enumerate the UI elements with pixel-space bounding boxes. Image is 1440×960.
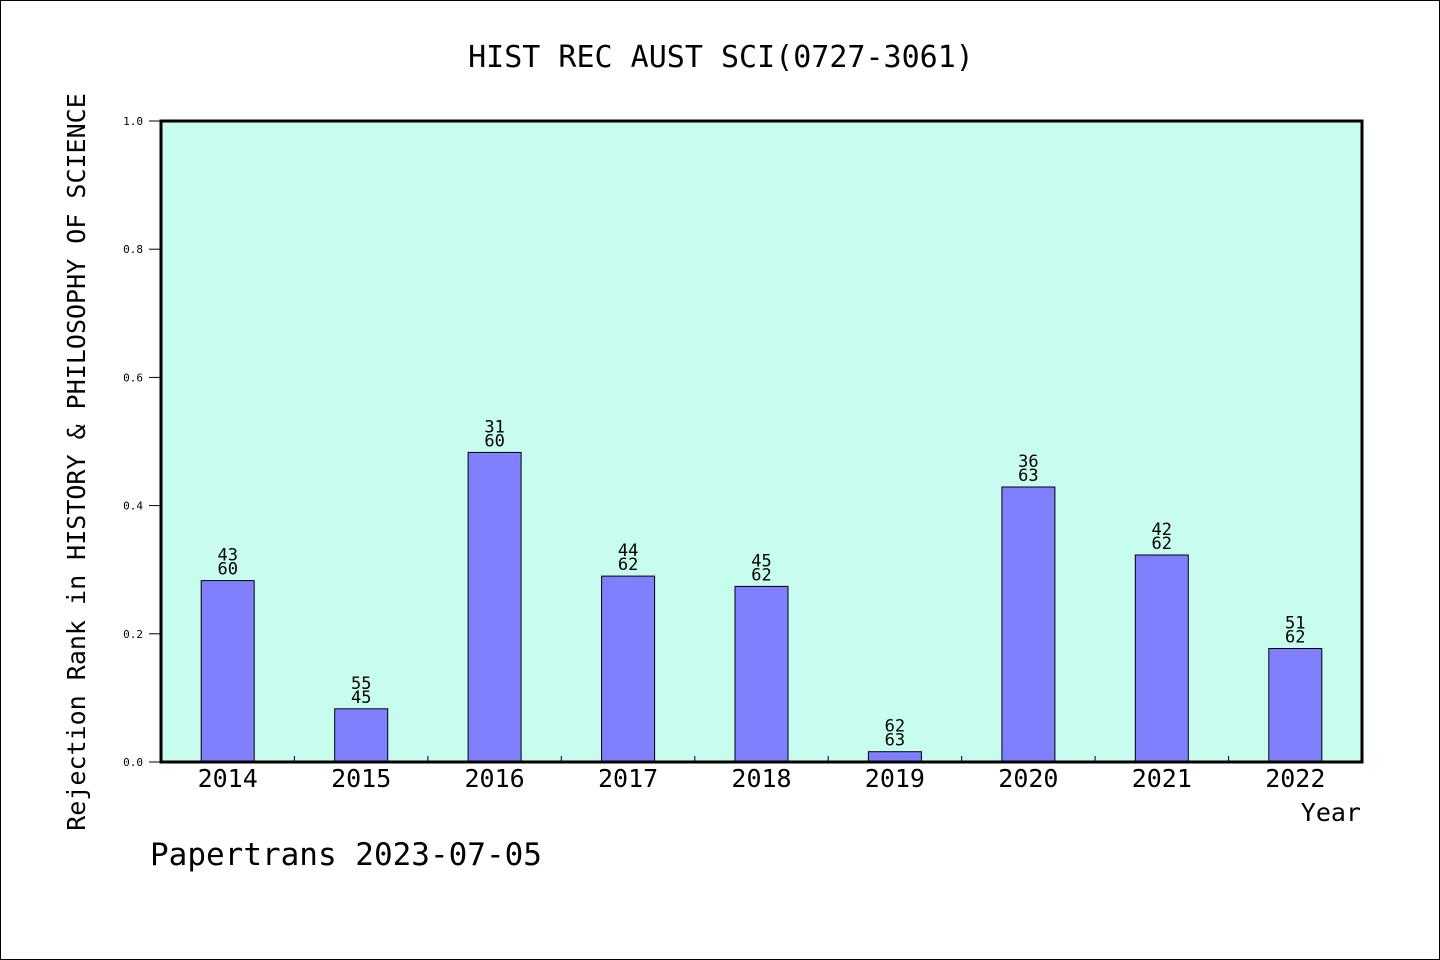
x-tick-label-2020: 2020: [998, 764, 1058, 793]
chart-title: HIST REC AUST SCI(0727-3061): [468, 40, 974, 75]
bar-2017: [601, 575, 656, 763]
bar-label-bottom-2014: 60: [217, 560, 237, 580]
y-axis-label: Rejection Rank in HISTORY & PHILOSOPHY O…: [62, 93, 91, 831]
bar-label-bottom-2015: 45: [351, 688, 371, 708]
bar-label-top-2014: 43: [217, 546, 237, 566]
x-tick-label-2014: 2014: [198, 764, 258, 793]
plot-border: [159, 119, 1364, 764]
x-tick-label-2015: 2015: [331, 764, 391, 793]
bar-label-bottom-2022: 62: [1285, 628, 1305, 648]
bar-label-top-2021: 42: [1152, 520, 1172, 540]
y-tick-label-0.0: 0.0: [123, 756, 143, 769]
bar-label-top-2020: 36: [1018, 452, 1038, 472]
x-tick-label-2016: 2016: [464, 764, 524, 793]
x-axis-label: Year: [1301, 798, 1361, 827]
bar-label-top-2015: 55: [351, 674, 371, 694]
bar-label-bottom-2020: 63: [1018, 466, 1038, 486]
bar-label-top-2018: 45: [751, 551, 771, 571]
bar-label-top-2017: 44: [618, 541, 638, 561]
y-tick-label-0.4: 0.4: [123, 500, 143, 513]
y-tick-label-0.2: 0.2: [123, 628, 143, 641]
x-tick-label-2021: 2021: [1132, 764, 1192, 793]
y-tick-label-0.8: 0.8: [123, 243, 143, 256]
x-tick-label-2018: 2018: [731, 764, 791, 793]
x-tick-label-2019: 2019: [865, 764, 925, 793]
bar-label-bottom-2018: 62: [751, 565, 771, 585]
bar-2020: [1001, 486, 1056, 763]
bar-label-bottom-2016: 60: [484, 431, 504, 451]
bar-label-top-2016: 31: [484, 417, 504, 437]
bar-label-top-2022: 51: [1285, 614, 1305, 634]
bar-2022: [1268, 648, 1323, 763]
bar-2019: [867, 751, 922, 763]
bar-2018: [734, 585, 789, 763]
x-tick-label-2022: 2022: [1265, 764, 1325, 793]
bar-label-bottom-2021: 62: [1152, 534, 1172, 554]
footer-caption: Papertrans 2023-07-05: [150, 837, 542, 873]
bar-2016: [467, 451, 522, 763]
y-tick-label-1.0: 1.0: [123, 115, 143, 128]
bar-2015: [334, 708, 389, 763]
bar-2014: [200, 580, 255, 763]
bar-label-bottom-2019: 63: [885, 731, 905, 751]
bar-label-top-2019: 62: [885, 717, 905, 737]
bar-2021: [1134, 554, 1189, 763]
bar-label-bottom-2017: 62: [618, 555, 638, 575]
y-tick-label-0.6: 0.6: [123, 371, 143, 384]
x-tick-label-2017: 2017: [598, 764, 658, 793]
